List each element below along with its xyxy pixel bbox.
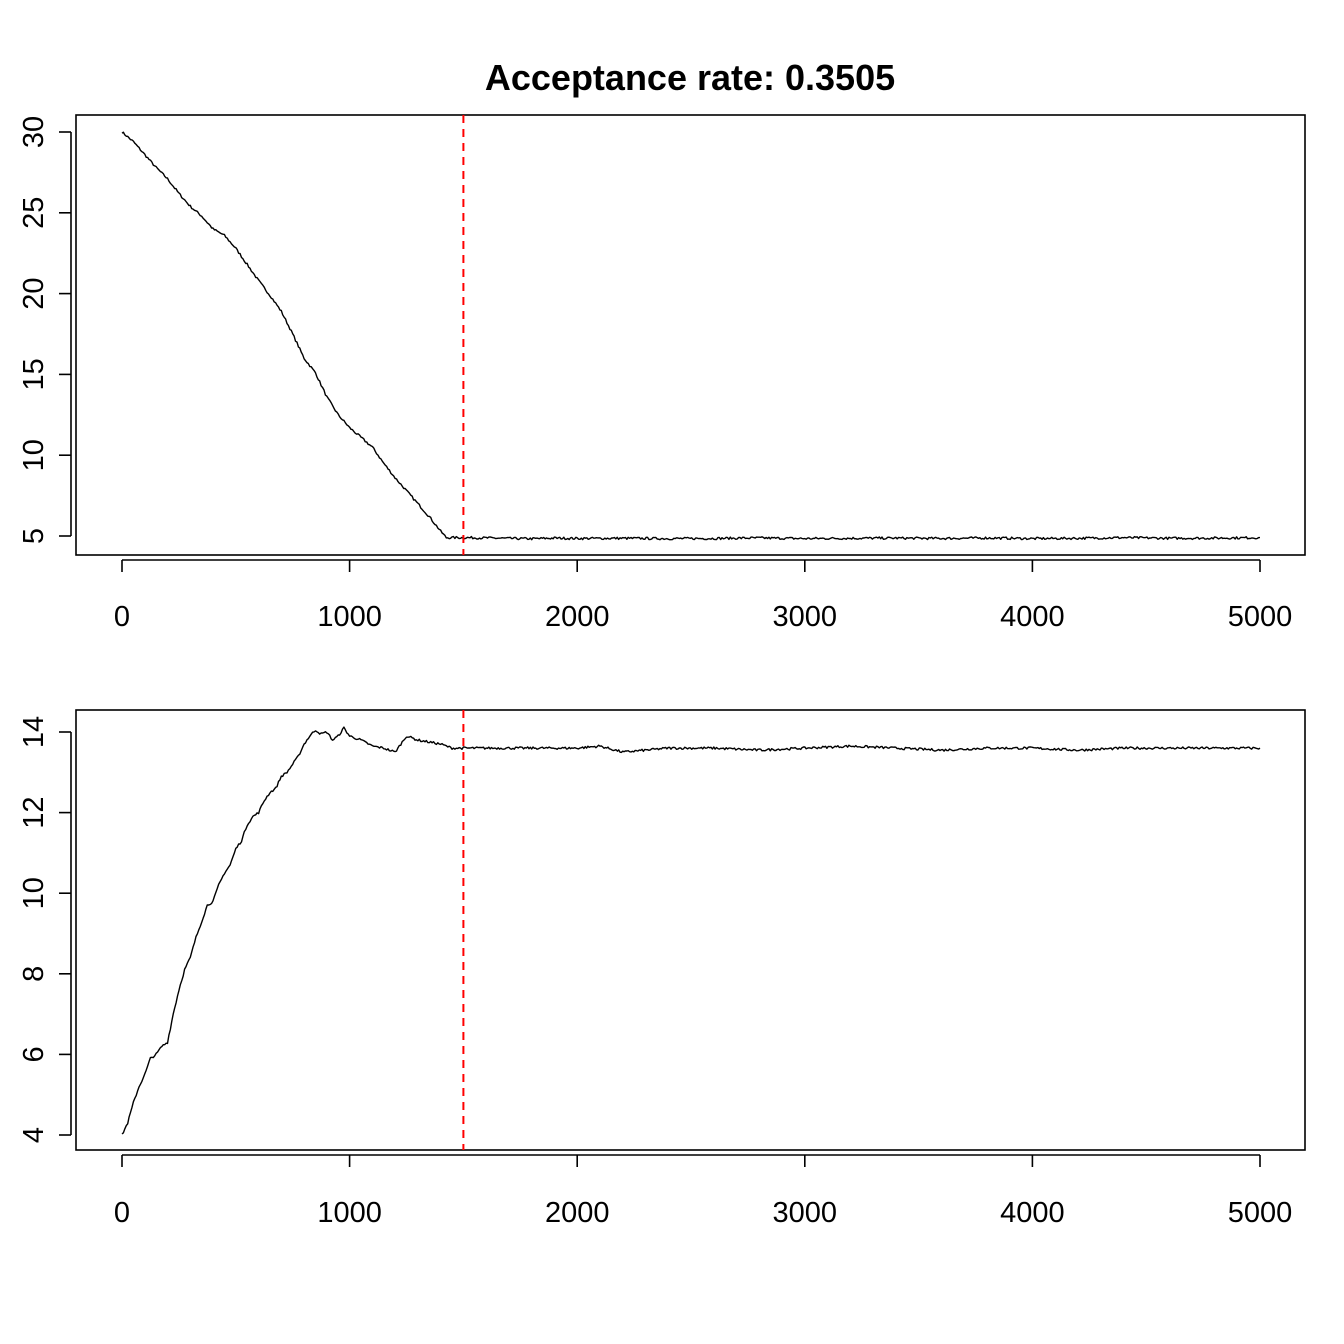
panel-bottom: 0 1000 2000 3000 4000 5000 4 6 8 10 12 14: [18, 709, 1306, 1229]
y-tick-label: 6: [18, 1046, 50, 1062]
x-tick-label: 3000: [773, 1197, 838, 1229]
y-tick-label: 20: [18, 277, 50, 309]
x-tick-label: 4000: [1000, 1197, 1065, 1229]
x-tick-label: 2000: [545, 601, 610, 633]
y-tick-label: 30: [18, 116, 50, 148]
y-tick-label: 15: [18, 358, 50, 390]
x-tick-label: 3000: [773, 601, 838, 633]
trace-line: [121, 726, 1261, 1135]
x-tick-label: 4000: [1000, 601, 1065, 633]
plot-frame: [75, 114, 1306, 556]
x-tick-label: 2000: [545, 1197, 610, 1229]
x-tick-label: 0: [114, 601, 130, 633]
x-tick-label: 5000: [1228, 601, 1293, 633]
y-tick-label: 25: [18, 197, 50, 229]
x-tick-label: 1000: [317, 601, 382, 633]
trace-line: [121, 131, 1260, 541]
y-tick-label: 8: [18, 966, 50, 982]
y-tick-label: 12: [18, 796, 50, 828]
y-tick-label: 10: [18, 439, 50, 471]
y-tick-label: 14: [18, 716, 50, 748]
y-tick-label: 10: [18, 877, 50, 909]
x-tick-label: 5000: [1228, 1197, 1293, 1229]
y-tick-label: 4: [18, 1127, 50, 1143]
plot-title: Acceptance rate: 0.3505: [485, 57, 895, 98]
x-tick-label: 0: [114, 1197, 130, 1229]
plot-frame: [75, 709, 1306, 1151]
x-tick-label: 1000: [317, 1197, 382, 1229]
y-tick-label: 5: [18, 528, 50, 544]
panel-top: 0 1000 2000 3000 4000 5000 5 10 15 20 25 30: [18, 114, 1306, 633]
